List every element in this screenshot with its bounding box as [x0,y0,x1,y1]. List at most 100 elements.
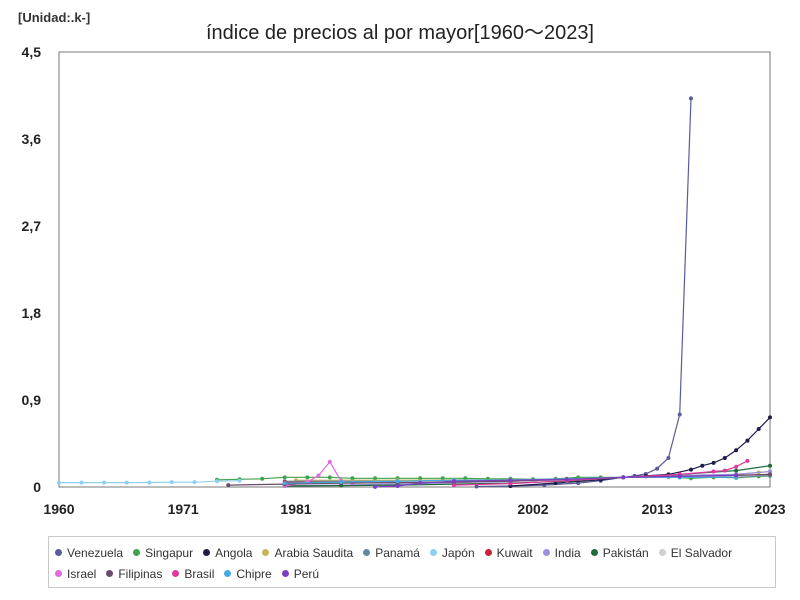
data-point-japon [124,480,129,485]
legend-item-kuwait: Kuwait [484,542,533,563]
legend-item-brasil: Brasil [172,563,214,584]
data-point-japon [237,478,242,483]
x-tick-label: 2013 [642,501,673,517]
legend-item-arabia-saudita: Arabia Saudita [262,542,353,563]
data-point-angola [734,448,739,453]
legend-label: India [554,545,581,560]
legend-marker [262,549,270,556]
y-tick-label: 3,6 [22,131,42,147]
data-point-chipre [395,479,400,484]
legend: Venezuela Singapur Angola Arabia Saudita Pan… [48,536,776,588]
data-point-peru [373,484,377,489]
y-tick-label: 0 [33,479,41,495]
legend-label: Kuwait [496,545,533,560]
data-point-peru [564,477,569,482]
legend-item-panama: Panamá [363,542,420,563]
data-point-japon [215,479,219,484]
legend-item-venezuela: Venezuela [55,542,123,563]
data-point-venezuela [666,456,671,460]
data-point-angola [700,463,705,468]
data-point-angola [756,427,761,431]
data-point-chipre [339,480,344,485]
legend-item-el-salvador: El Salvador [658,542,732,563]
data-point-singapur [418,476,423,481]
data-point-peru [621,475,626,480]
legend-label: Israel [67,566,97,581]
data-point-brasil [722,468,727,473]
data-point-pakistan [734,468,739,473]
data-point-venezuela [474,484,479,489]
data-point-angola [722,456,727,460]
legend-label: Chipre [236,566,272,581]
legend-marker [203,549,211,556]
data-point-angola [768,415,772,420]
legend-marker [106,570,114,577]
data-point-peru [395,484,400,489]
series-line-angola [510,416,771,487]
legend-label: Panamá [375,545,420,560]
legend-marker [55,549,62,556]
data-point-brasil [452,483,456,488]
legend-marker [172,570,180,577]
legend-label: Singapur [145,545,194,560]
legend-marker [133,549,141,556]
legend-label: Angola [215,545,253,560]
data-point-chipre [282,481,287,486]
x-tick-label: 1960 [43,501,74,517]
data-point-india [768,469,772,474]
y-tick-label: 0,9 [22,392,42,408]
legend-item-japon: Japón [429,542,475,563]
plot-area [58,51,771,488]
legend-label: Pakistán [602,545,649,560]
legend-label: Venezuela [67,545,124,560]
data-point-singapur [373,476,377,481]
data-point-brasil [508,481,513,486]
legend-label: Filipinas [118,566,163,581]
legend-marker [542,549,550,556]
legend-item-pakistan: Pakistán [590,542,649,563]
data-point-japon [147,480,152,485]
legend-item-israel: Israel [55,563,96,584]
data-point-angola [745,438,750,443]
legend-marker [484,549,492,556]
axes [58,51,771,488]
legend-marker [363,549,371,556]
series-peru [373,473,739,489]
data-point-brasil [711,469,716,474]
data-point-japon [79,480,84,485]
legend-item-peru: Perú [281,563,320,584]
data-point-singapur [327,475,332,480]
x-tick-label: 2023 [754,501,785,517]
data-point-singapur [282,475,287,480]
legend-label: Arabia Saudita [274,545,354,560]
series-lines [57,96,772,489]
legend-marker [658,549,666,556]
data-point-singapur [305,475,310,480]
data-point-japon [57,480,61,485]
data-point-venezuela [655,466,660,471]
data-point-filipinas [768,472,772,477]
legend-label: Brasil [184,566,215,581]
data-point-angola [711,460,716,465]
legend-label: Perú [293,566,320,581]
legend-label: Japón [441,545,475,560]
legend-item-singapur: Singapur [133,542,193,563]
tick-labels: 1960 1971 1981 1992 2002 2013 2023 0 0,9 1,8 2,7 3,… [22,44,786,517]
data-point-peru [452,479,456,484]
data-point-singapur [350,476,355,481]
data-point-venezuela [677,412,682,417]
data-point-peru [734,473,739,478]
legend-item-india: India [542,542,581,563]
data-point-brasil [745,458,750,463]
data-point-singapur [260,476,265,481]
data-point-peru [508,478,513,483]
x-tick-label: 2002 [517,501,548,517]
data-point-japon [192,480,197,485]
legend-marker [55,570,62,577]
data-point-japon [102,480,107,485]
data-point-peru [677,474,682,479]
data-point-pakistan [768,463,772,468]
data-point-venezuela [689,96,693,101]
data-point-filipinas [226,483,231,488]
